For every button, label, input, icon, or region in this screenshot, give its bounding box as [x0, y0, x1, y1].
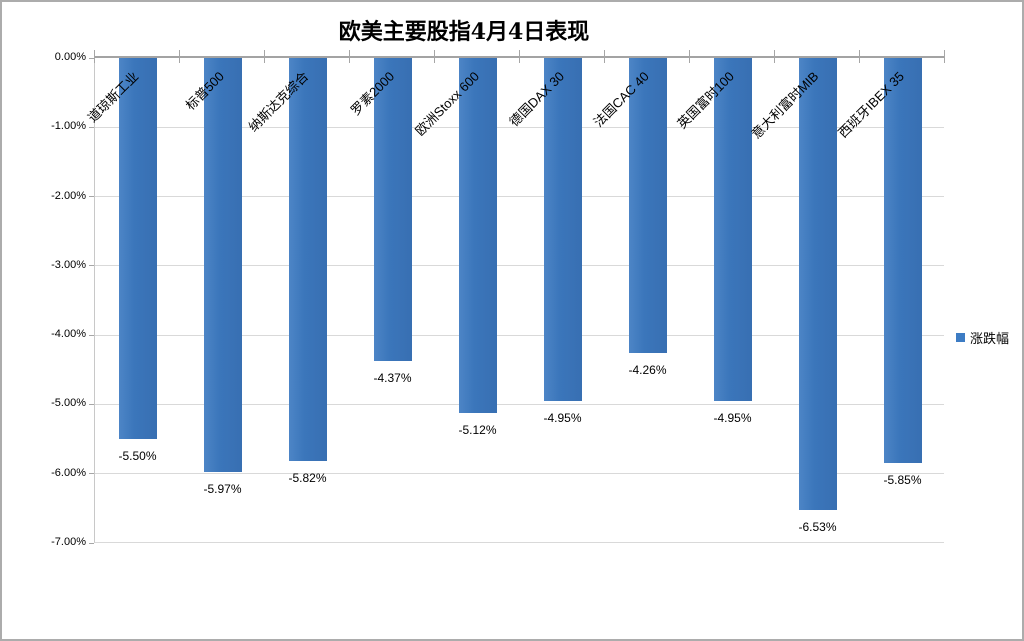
y-axis-tick [89, 58, 94, 59]
plot-area: -5.50% -5.97% -5.82% -4.37% -5.12% -4.95% -4.2… [94, 58, 944, 543]
bar [798, 58, 837, 511]
y-axis-tick [89, 473, 94, 474]
category-axis-tick [604, 50, 605, 63]
y-axis-label: -2.00% [51, 189, 86, 202]
y-axis-tick [89, 265, 94, 266]
bar [713, 58, 752, 401]
y-axis-label: -4.00% [51, 328, 86, 341]
bar [883, 58, 922, 464]
category-axis-tick [944, 50, 945, 63]
data-label: -4.95% [543, 410, 582, 425]
bar [118, 58, 157, 440]
bar [628, 58, 667, 354]
category-axis-tick [859, 50, 860, 63]
gridline [95, 196, 944, 198]
y-axis-label: -1.00% [51, 120, 86, 133]
bar [543, 58, 582, 401]
y-axis-tick [89, 196, 94, 197]
y-axis-tick [89, 335, 94, 336]
bar [288, 58, 327, 462]
gridline [95, 126, 944, 128]
data-label: -5.97% [203, 481, 242, 496]
gridline [95, 473, 944, 475]
y-axis-tick [89, 127, 94, 128]
category-axis-tick [264, 50, 265, 63]
category-axis-tick [434, 50, 435, 63]
category-axis-tick [519, 50, 520, 63]
y-axis-label: -5.00% [51, 397, 86, 410]
data-label: -5.12% [458, 422, 497, 437]
y-axis-label: -6.00% [51, 466, 86, 479]
legend-label: 涨跌幅 [970, 331, 1010, 346]
category-axis-tick [774, 50, 775, 63]
data-label: -5.82% [288, 471, 327, 486]
data-label: -6.53% [798, 520, 837, 535]
bar [458, 58, 497, 413]
data-label: -5.85% [883, 473, 922, 488]
data-label: -4.37% [373, 370, 412, 385]
bar [373, 58, 412, 361]
chart-title: 欧美主要股指4月4日表现 [338, 19, 590, 45]
gridline [95, 403, 944, 405]
data-label: -5.50% [118, 449, 157, 464]
y-axis-label: -3.00% [51, 258, 86, 271]
category-axis-tick [179, 50, 180, 63]
gridline [95, 265, 944, 267]
legend-swatch-icon [956, 333, 965, 342]
data-label: -4.26% [628, 363, 667, 378]
category-axis-tick [689, 50, 690, 63]
y-axis-label: -7.00% [51, 536, 86, 548]
gridline [95, 334, 944, 336]
category-axis-tick [94, 50, 95, 63]
y-axis-tick [89, 404, 94, 405]
category-axis-tick [349, 50, 350, 63]
legend: 涨跌幅 [956, 328, 1009, 347]
bar [203, 58, 242, 472]
data-label: -4.95% [713, 410, 752, 425]
y-axis-label: 0.00% [54, 51, 86, 63]
y-axis-tick [89, 543, 94, 544]
